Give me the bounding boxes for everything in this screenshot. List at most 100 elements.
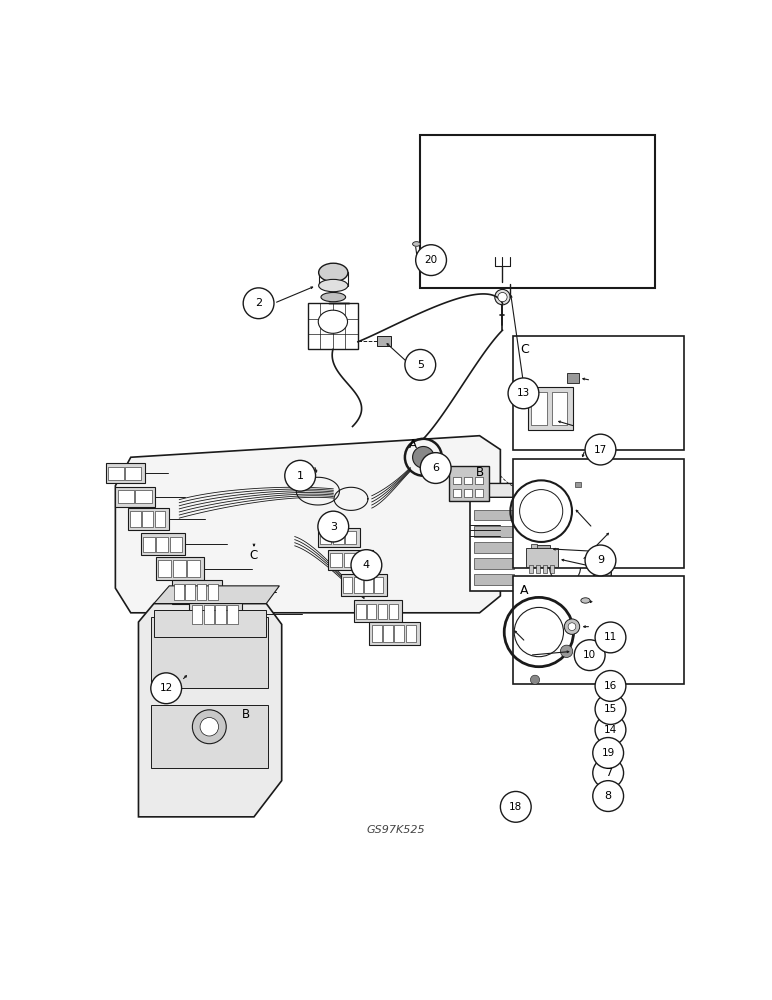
Circle shape [415, 245, 446, 276]
Text: 2: 2 [255, 298, 262, 308]
Text: 17: 17 [594, 445, 607, 455]
Bar [127, 508, 169, 530]
Circle shape [595, 671, 626, 701]
Text: 20: 20 [425, 255, 438, 265]
Bar [333, 531, 344, 544]
Bar [189, 602, 242, 627]
Text: C: C [250, 549, 258, 562]
Text: B: B [476, 466, 483, 479]
Bar [453, 477, 461, 484]
Bar [354, 577, 363, 593]
Bar [135, 490, 151, 503]
Bar [475, 489, 482, 497]
Text: A: A [408, 438, 417, 451]
Bar [130, 511, 141, 527]
Polygon shape [469, 483, 611, 497]
Bar [170, 537, 181, 552]
Text: 3: 3 [330, 522, 337, 532]
Circle shape [585, 545, 616, 576]
Bar [378, 604, 388, 619]
Bar [453, 489, 461, 497]
Polygon shape [138, 604, 282, 817]
Circle shape [412, 446, 434, 468]
Bar [115, 487, 155, 507]
Ellipse shape [412, 242, 420, 246]
Circle shape [500, 791, 531, 822]
Circle shape [285, 460, 316, 491]
Text: 13: 13 [516, 388, 530, 398]
Circle shape [530, 675, 540, 684]
Ellipse shape [581, 598, 590, 603]
Bar [550, 565, 554, 573]
Bar [372, 625, 381, 642]
Ellipse shape [319, 279, 348, 292]
Bar [117, 490, 134, 503]
Circle shape [564, 619, 580, 634]
Circle shape [593, 781, 624, 811]
Bar [513, 459, 684, 568]
Text: C: C [520, 343, 529, 356]
Bar [215, 605, 226, 624]
Text: 5: 5 [417, 360, 424, 370]
Bar [389, 604, 398, 619]
Text: 12: 12 [160, 683, 173, 693]
Bar [406, 625, 415, 642]
Text: 9: 9 [597, 555, 604, 565]
Bar [394, 625, 405, 642]
Circle shape [568, 623, 576, 631]
Text: 19: 19 [601, 748, 615, 758]
Circle shape [495, 289, 510, 305]
Text: 10: 10 [583, 650, 596, 660]
Bar [575, 482, 581, 487]
Bar [344, 577, 352, 593]
Text: 6: 6 [432, 463, 439, 473]
Bar [330, 553, 342, 567]
Bar [420, 135, 655, 288]
Bar [354, 600, 401, 622]
Bar [318, 528, 361, 547]
Bar [378, 336, 391, 346]
Bar [106, 463, 144, 483]
Circle shape [593, 738, 624, 768]
Bar [474, 510, 514, 520]
Bar [156, 557, 204, 580]
Bar [188, 560, 200, 577]
Circle shape [574, 640, 605, 671]
Circle shape [508, 378, 539, 409]
Text: 1: 1 [296, 471, 303, 481]
Bar [341, 574, 388, 596]
Polygon shape [594, 483, 611, 591]
Text: 16: 16 [604, 681, 617, 691]
Bar [513, 576, 684, 684]
Text: A: A [520, 584, 529, 597]
Bar [531, 544, 537, 557]
Bar [357, 604, 366, 619]
Polygon shape [115, 436, 500, 613]
Circle shape [595, 622, 626, 653]
Bar [474, 526, 514, 537]
Text: 11: 11 [604, 632, 617, 642]
Bar [383, 625, 393, 642]
Circle shape [351, 550, 382, 580]
Circle shape [405, 349, 435, 380]
Circle shape [243, 288, 274, 319]
Bar [151, 617, 268, 688]
Bar [543, 565, 547, 573]
Bar [204, 605, 214, 624]
Bar [474, 558, 514, 569]
Bar [513, 336, 684, 450]
Bar [197, 584, 206, 600]
Bar [151, 705, 268, 768]
Bar [374, 577, 384, 593]
Bar [526, 548, 558, 567]
Bar [154, 511, 165, 527]
Bar [529, 565, 533, 573]
Bar [185, 584, 195, 600]
Bar [174, 584, 184, 600]
Bar [364, 577, 373, 593]
Bar [157, 537, 168, 552]
Bar [536, 545, 550, 553]
Circle shape [420, 453, 451, 483]
Bar [158, 560, 171, 577]
Bar [308, 303, 358, 349]
